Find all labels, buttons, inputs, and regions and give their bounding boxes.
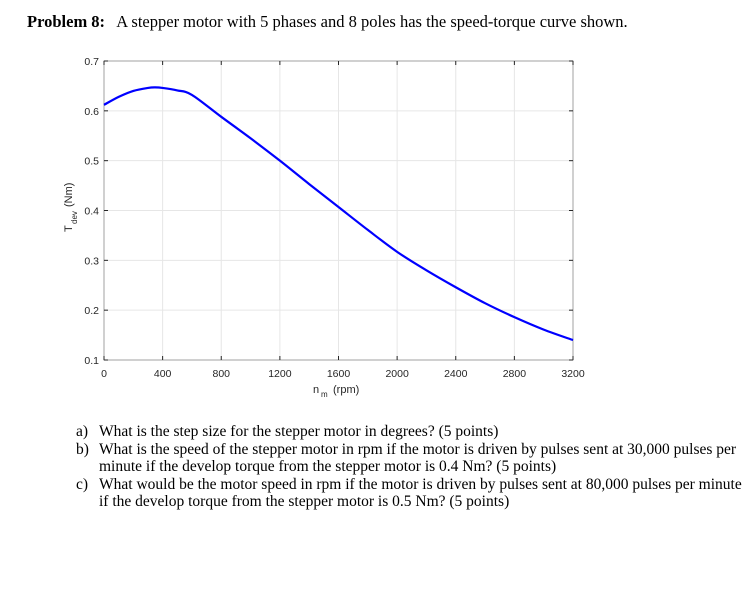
x-axis-label-sub: m	[321, 390, 328, 399]
problem-statement: Problem 8: A stepper motor with 5 phases…	[27, 12, 628, 32]
x-tick-label: 2400	[444, 368, 468, 380]
chart-ticks: 0 400 800 1200 1600 2000 2400 2800 3200 0.1 0.2 0.3…	[84, 56, 584, 380]
question-text: What would be the motor speed in rpm if …	[99, 475, 742, 511]
y-tick-label: 0.7	[84, 56, 99, 68]
x-tick-label: 0	[101, 368, 107, 380]
y-tick-label: 0.2	[84, 305, 99, 317]
y-tick-label: 0.3	[84, 255, 99, 267]
question-text: What is the step size for the stepper mo…	[99, 423, 499, 440]
y-tick-label: 0.6	[84, 106, 99, 118]
x-tick-label: 3200	[561, 368, 585, 380]
problem-text: A stepper motor with 5 phases and 8 pole…	[116, 12, 628, 31]
chart-grid	[103, 60, 574, 361]
x-tick-label: 2800	[503, 368, 527, 380]
x-tick-label: 1200	[268, 368, 292, 380]
question-b: b) What is the speed of the stepper moto…	[76, 441, 746, 476]
y-axis-label: T dev (Nm)	[63, 183, 79, 232]
y-axis-label-unit: (Nm)	[63, 183, 75, 207]
x-tick-label: 1600	[327, 368, 351, 380]
question-letter: a)	[76, 423, 89, 440]
question-list: a) What is the step size for the stepper…	[76, 423, 746, 511]
chart-canvas: 0 400 800 1200 1600 2000 2400 2800 3200 0.1 0.2 0.3…	[63, 56, 585, 399]
torque-curve	[103, 86, 574, 342]
question-a: a) What is the step size for the stepper…	[76, 423, 746, 441]
question-letter: b)	[76, 440, 89, 458]
speed-torque-chart: 0 400 800 1200 1600 2000 2400 2800 3200 0.1 0.2 0.3…	[63, 56, 585, 399]
y-axis-label-sub: dev	[70, 211, 79, 224]
question-letter: c)	[76, 475, 89, 493]
y-tick-label: 0.1	[84, 355, 99, 367]
x-axis-label-main: n	[313, 384, 319, 396]
x-tick-label: 400	[154, 368, 172, 380]
x-tick-label: 2000	[385, 368, 409, 380]
y-tick-label: 0.5	[84, 156, 99, 168]
x-axis-label: n m (rpm)	[313, 384, 359, 399]
question-text: What is the speed of the stepper motor i…	[99, 440, 737, 476]
y-tick-label: 0.4	[84, 206, 99, 218]
y-axis-label-main: T	[63, 225, 75, 232]
problem-label: Problem 8:	[27, 12, 106, 31]
x-tick-label: 800	[212, 368, 230, 380]
question-c: c) What would be the motor speed in rpm …	[76, 476, 746, 511]
x-axis-label-unit: (rpm)	[333, 384, 359, 396]
